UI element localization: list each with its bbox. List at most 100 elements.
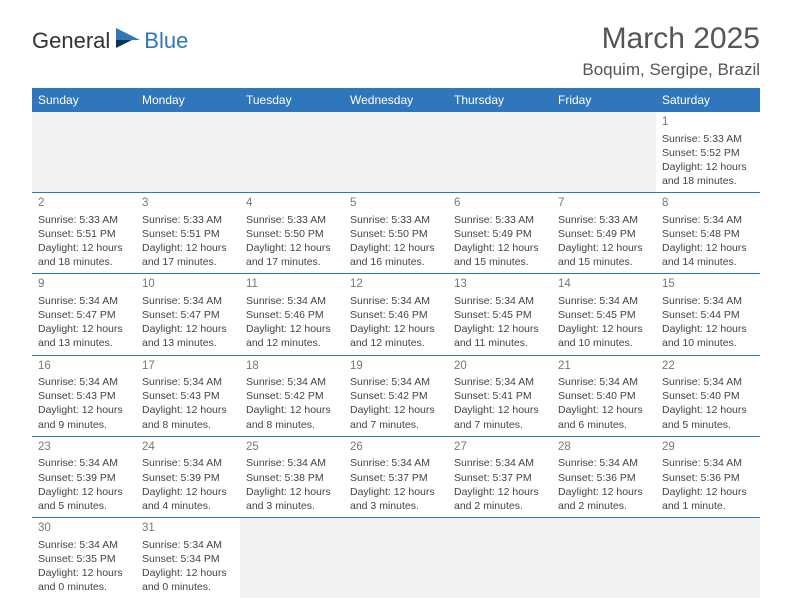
sunset-text: Sunset: 5:49 PM: [454, 227, 546, 241]
calendar-day-cell: 12Sunrise: 5:34 AMSunset: 5:46 PMDayligh…: [344, 274, 448, 355]
daylight-text: Daylight: 12 hours and 17 minutes.: [246, 241, 338, 269]
weekday-header: Monday: [136, 88, 240, 112]
sunset-text: Sunset: 5:46 PM: [246, 308, 338, 322]
sunset-text: Sunset: 5:38 PM: [246, 471, 338, 485]
daylight-text: Daylight: 12 hours and 0 minutes.: [38, 566, 130, 594]
calendar-day-cell: 31Sunrise: 5:34 AMSunset: 5:34 PMDayligh…: [136, 518, 240, 599]
sunrise-text: Sunrise: 5:34 AM: [662, 294, 754, 308]
calendar-week-row: 9Sunrise: 5:34 AMSunset: 5:47 PMDaylight…: [32, 274, 760, 355]
day-number: 16: [38, 359, 130, 375]
day-number: 1: [662, 115, 754, 131]
daylight-text: Daylight: 12 hours and 18 minutes.: [662, 160, 754, 188]
weekday-header: Friday: [552, 88, 656, 112]
calendar-empty-cell: [136, 112, 240, 193]
sunset-text: Sunset: 5:34 PM: [142, 552, 234, 566]
daylight-text: Daylight: 12 hours and 14 minutes.: [662, 241, 754, 269]
calendar-day-cell: 10Sunrise: 5:34 AMSunset: 5:47 PMDayligh…: [136, 274, 240, 355]
calendar-empty-cell: [448, 112, 552, 193]
sunrise-text: Sunrise: 5:33 AM: [246, 213, 338, 227]
sunrise-text: Sunrise: 5:34 AM: [142, 538, 234, 552]
sunset-text: Sunset: 5:50 PM: [246, 227, 338, 241]
sunrise-text: Sunrise: 5:34 AM: [558, 375, 650, 389]
sunset-text: Sunset: 5:42 PM: [350, 389, 442, 403]
day-number: 9: [38, 277, 130, 293]
sunset-text: Sunset: 5:36 PM: [558, 471, 650, 485]
sunrise-text: Sunrise: 5:34 AM: [246, 294, 338, 308]
day-number: 25: [246, 440, 338, 456]
sunrise-text: Sunrise: 5:33 AM: [558, 213, 650, 227]
calendar-day-cell: 4Sunrise: 5:33 AMSunset: 5:50 PMDaylight…: [240, 193, 344, 274]
day-number: 12: [350, 277, 442, 293]
day-number: 6: [454, 196, 546, 212]
sunrise-text: Sunrise: 5:34 AM: [38, 294, 130, 308]
sunrise-text: Sunrise: 5:33 AM: [38, 213, 130, 227]
day-number: 7: [558, 196, 650, 212]
sunrise-text: Sunrise: 5:34 AM: [142, 294, 234, 308]
day-number: 26: [350, 440, 442, 456]
daylight-text: Daylight: 12 hours and 15 minutes.: [454, 241, 546, 269]
day-number: 31: [142, 521, 234, 537]
sunset-text: Sunset: 5:45 PM: [454, 308, 546, 322]
sunset-text: Sunset: 5:45 PM: [558, 308, 650, 322]
daylight-text: Daylight: 12 hours and 2 minutes.: [558, 485, 650, 513]
weekday-header: Wednesday: [344, 88, 448, 112]
daylight-text: Daylight: 12 hours and 1 minute.: [662, 485, 754, 513]
calendar-day-cell: 21Sunrise: 5:34 AMSunset: 5:40 PMDayligh…: [552, 355, 656, 436]
daylight-text: Daylight: 12 hours and 7 minutes.: [350, 403, 442, 431]
daylight-text: Daylight: 12 hours and 5 minutes.: [662, 403, 754, 431]
title-location: Boquim, Sergipe, Brazil: [582, 60, 760, 80]
daylight-text: Daylight: 12 hours and 13 minutes.: [142, 322, 234, 350]
day-number: 3: [142, 196, 234, 212]
calendar-day-cell: 16Sunrise: 5:34 AMSunset: 5:43 PMDayligh…: [32, 355, 136, 436]
calendar-day-cell: 13Sunrise: 5:34 AMSunset: 5:45 PMDayligh…: [448, 274, 552, 355]
calendar-day-cell: 11Sunrise: 5:34 AMSunset: 5:46 PMDayligh…: [240, 274, 344, 355]
header: General Blue March 2025 Boquim, Sergipe,…: [32, 22, 760, 80]
calendar-day-cell: 15Sunrise: 5:34 AMSunset: 5:44 PMDayligh…: [656, 274, 760, 355]
day-number: 5: [350, 196, 442, 212]
calendar-week-row: 2Sunrise: 5:33 AMSunset: 5:51 PMDaylight…: [32, 193, 760, 274]
calendar-day-cell: 20Sunrise: 5:34 AMSunset: 5:41 PMDayligh…: [448, 355, 552, 436]
calendar-week-row: 1Sunrise: 5:33 AMSunset: 5:52 PMDaylight…: [32, 112, 760, 193]
daylight-text: Daylight: 12 hours and 8 minutes.: [246, 403, 338, 431]
calendar-day-cell: 7Sunrise: 5:33 AMSunset: 5:49 PMDaylight…: [552, 193, 656, 274]
weekday-header: Saturday: [656, 88, 760, 112]
daylight-text: Daylight: 12 hours and 16 minutes.: [350, 241, 442, 269]
calendar-day-cell: 23Sunrise: 5:34 AMSunset: 5:39 PMDayligh…: [32, 436, 136, 517]
daylight-text: Daylight: 12 hours and 2 minutes.: [454, 485, 546, 513]
daylight-text: Daylight: 12 hours and 17 minutes.: [142, 241, 234, 269]
calendar-empty-cell: [448, 518, 552, 599]
daylight-text: Daylight: 12 hours and 12 minutes.: [246, 322, 338, 350]
calendar-day-cell: 5Sunrise: 5:33 AMSunset: 5:50 PMDaylight…: [344, 193, 448, 274]
brand-part1: General: [32, 28, 110, 54]
daylight-text: Daylight: 12 hours and 8 minutes.: [142, 403, 234, 431]
calendar-day-cell: 30Sunrise: 5:34 AMSunset: 5:35 PMDayligh…: [32, 518, 136, 599]
daylight-text: Daylight: 12 hours and 15 minutes.: [558, 241, 650, 269]
sunset-text: Sunset: 5:49 PM: [558, 227, 650, 241]
sunset-text: Sunset: 5:39 PM: [38, 471, 130, 485]
calendar-day-cell: 22Sunrise: 5:34 AMSunset: 5:40 PMDayligh…: [656, 355, 760, 436]
daylight-text: Daylight: 12 hours and 13 minutes.: [38, 322, 130, 350]
calendar-day-cell: 28Sunrise: 5:34 AMSunset: 5:36 PMDayligh…: [552, 436, 656, 517]
day-number: 4: [246, 196, 338, 212]
day-number: 8: [662, 196, 754, 212]
sunset-text: Sunset: 5:37 PM: [454, 471, 546, 485]
sunset-text: Sunset: 5:47 PM: [142, 308, 234, 322]
sunrise-text: Sunrise: 5:34 AM: [246, 456, 338, 470]
calendar-day-cell: 9Sunrise: 5:34 AMSunset: 5:47 PMDaylight…: [32, 274, 136, 355]
sunset-text: Sunset: 5:35 PM: [38, 552, 130, 566]
day-number: 30: [38, 521, 130, 537]
title-block: March 2025 Boquim, Sergipe, Brazil: [582, 22, 760, 80]
calendar-day-cell: 27Sunrise: 5:34 AMSunset: 5:37 PMDayligh…: [448, 436, 552, 517]
calendar-day-cell: 25Sunrise: 5:34 AMSunset: 5:38 PMDayligh…: [240, 436, 344, 517]
daylight-text: Daylight: 12 hours and 12 minutes.: [350, 322, 442, 350]
sunrise-text: Sunrise: 5:34 AM: [558, 456, 650, 470]
calendar-empty-cell: [240, 518, 344, 599]
sunrise-text: Sunrise: 5:34 AM: [662, 456, 754, 470]
daylight-text: Daylight: 12 hours and 5 minutes.: [38, 485, 130, 513]
weekday-header: Tuesday: [240, 88, 344, 112]
day-number: 27: [454, 440, 546, 456]
sunset-text: Sunset: 5:40 PM: [558, 389, 650, 403]
sunset-text: Sunset: 5:43 PM: [38, 389, 130, 403]
calendar-day-cell: 8Sunrise: 5:34 AMSunset: 5:48 PMDaylight…: [656, 193, 760, 274]
calendar-empty-cell: [552, 112, 656, 193]
